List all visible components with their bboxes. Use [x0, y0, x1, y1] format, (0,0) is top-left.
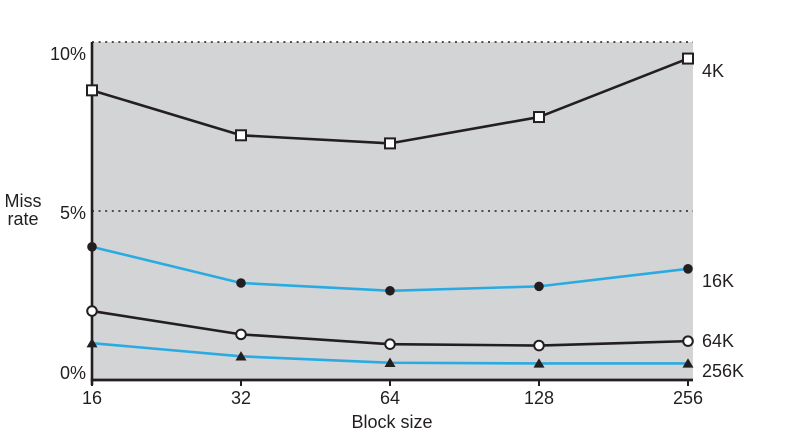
marker-16k-16	[87, 242, 97, 252]
marker-4k-16	[86, 84, 98, 97]
x-axis-title: Block size	[351, 412, 433, 432]
marker-16k-256	[683, 263, 693, 274]
marker-64k-128	[533, 339, 545, 352]
y-tick-label-5: 5%	[59, 203, 86, 223]
series-label-64k: 64K	[702, 331, 735, 351]
marker-16k-32	[236, 278, 246, 288]
marker-64k-16	[86, 305, 98, 317]
marker-256k-32	[235, 351, 247, 361]
marker-4k-32	[235, 129, 247, 142]
x-tick-label-16: 16	[81, 388, 103, 408]
x-tick-label-64: 64	[379, 388, 401, 408]
y-tick-label-10: 10%	[49, 44, 86, 64]
marker-256k-16	[86, 337, 98, 348]
marker-256k-128	[533, 358, 545, 368]
marker-256k-64	[384, 357, 396, 367]
marker-4k-128	[533, 111, 545, 124]
marker-64k-64	[384, 338, 396, 350]
x-tick-label-32: 32	[230, 388, 252, 408]
y-axis-title: Miss rate	[4, 191, 42, 229]
series-label-4k: 4K	[702, 61, 725, 81]
marker-256k-256	[682, 358, 694, 368]
marker-16k-64	[385, 285, 395, 296]
y-tick-label-0: 0%	[59, 363, 86, 383]
marker-4k-64	[384, 137, 396, 150]
x-tick-label-256: 256	[672, 388, 704, 408]
x-tick-label-128: 128	[523, 388, 555, 408]
marker-4k-256	[682, 52, 694, 65]
marker-64k-32	[235, 328, 247, 341]
series-label-256k: 256K	[702, 361, 745, 381]
series-label-16k: 16K	[702, 271, 735, 291]
marker-64k-256	[682, 335, 694, 347]
marker-16k-128	[534, 281, 544, 292]
